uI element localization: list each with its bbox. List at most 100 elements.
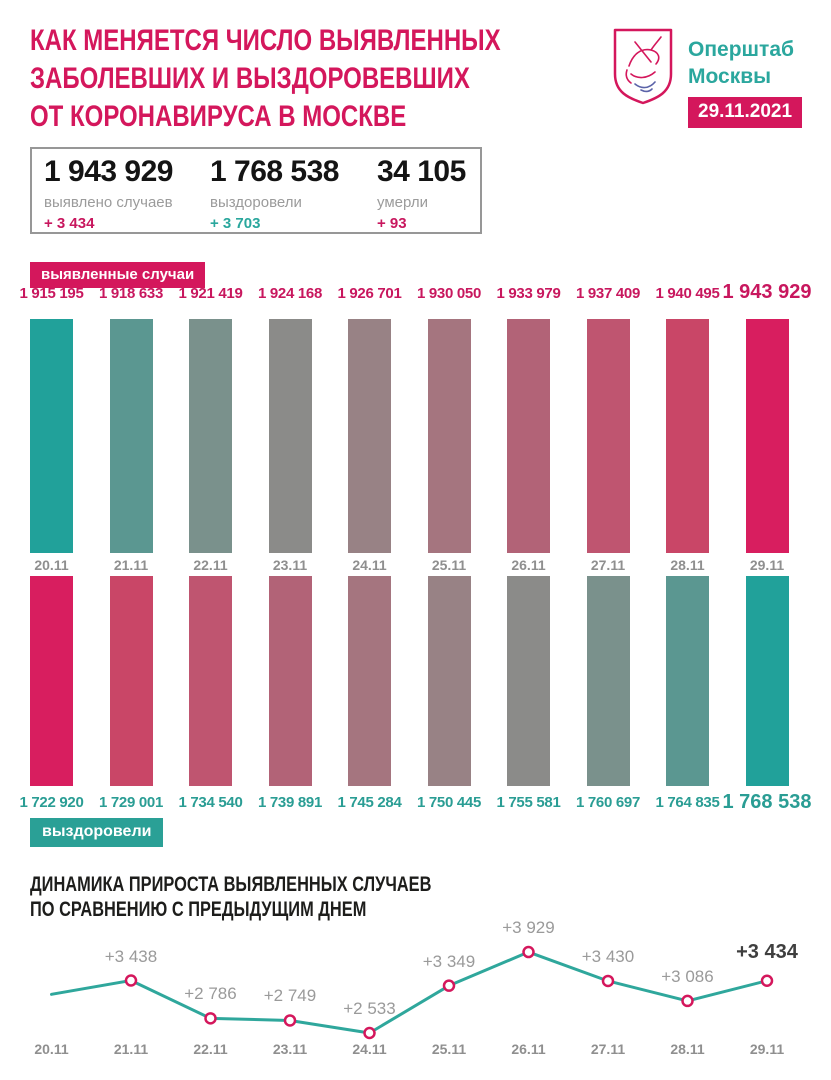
line-point-marker	[124, 974, 138, 987]
line-point-label: +3 434	[736, 940, 798, 963]
stat-card-recovered: 1 768 538 выздоровели + 3 703	[210, 155, 339, 232]
stat-label: выздоровели	[210, 194, 302, 211]
page-title-line: ЗАБОЛЕВШИХ И ВЫЗДОРОВЕВШИХ	[30, 62, 470, 95]
stat-card-deaths: 34 105 умерли + 93	[377, 155, 466, 232]
line-point-marker	[681, 994, 694, 1008]
bar-value-label: 1 921 419	[178, 285, 243, 302]
bar	[268, 576, 312, 786]
recovered-chart-badge: выздоровели	[30, 818, 164, 847]
line-point-label: +2 786	[184, 984, 237, 1004]
line-date-label: 25.11	[431, 1041, 467, 1057]
line-date-label: 27.11	[590, 1041, 626, 1057]
line-date-label: 24.11	[352, 1041, 387, 1057]
line-point-label: +2 749	[263, 986, 317, 1006]
date-label: 22.11	[193, 557, 228, 573]
bar-value-label: 1 729 001	[98, 794, 164, 811]
org-name-line: Москвы	[688, 65, 772, 88]
bar-value-label: 1 915 195	[19, 285, 84, 302]
moscow-coat-of-arms-icon	[613, 28, 673, 105]
bar-value-label: 1 722 920	[19, 794, 84, 811]
line-point-marker	[363, 1026, 376, 1040]
line-date-label: 20.11	[34, 1041, 69, 1057]
line-date-label: 28.11	[670, 1041, 705, 1057]
line-series	[50, 950, 769, 1035]
bar-value-label: 1 943 929	[722, 281, 812, 303]
bar-value-label: 1 739 891	[257, 794, 323, 811]
bar-value-label: 1 933 979	[496, 285, 561, 302]
bar	[586, 319, 630, 553]
bar	[745, 319, 789, 553]
line-point-label: +3 438	[104, 946, 158, 966]
line-point-marker	[760, 974, 774, 987]
bar	[507, 319, 550, 553]
bar-value-label: 1 760 697	[575, 794, 641, 811]
date-label: 27.11	[590, 557, 626, 573]
line-chart-title-line: ДИНАМИКА ПРИРОСТА ВЫЯВЛЕННЫХ СЛУЧАЕВ	[30, 873, 432, 896]
line-date-label: 26.11	[511, 1041, 546, 1057]
bar-value-label: 1 734 540	[178, 794, 243, 811]
line-point-marker	[442, 979, 456, 992]
date-label: 25.11	[431, 557, 467, 573]
bar	[666, 576, 709, 786]
stat-delta: + 93	[377, 215, 407, 232]
stat-delta: + 3 703	[210, 215, 261, 232]
line-date-label: 23.11	[272, 1041, 308, 1057]
bar	[189, 319, 232, 553]
bar-value-label: 1 940 495	[655, 285, 720, 302]
bar	[109, 576, 153, 786]
line-point-label: +2 533	[343, 999, 396, 1018]
bar	[109, 319, 153, 553]
bar	[348, 576, 391, 786]
line-date-label: 21.11	[113, 1041, 149, 1057]
date-label: 29.11	[749, 557, 785, 573]
bar	[745, 576, 789, 786]
date-label: 20.11	[34, 557, 69, 573]
line-point-marker	[204, 1012, 217, 1025]
stat-label: выявлено случаев	[44, 194, 173, 211]
date-label: 24.11	[352, 557, 387, 573]
bar	[30, 576, 73, 786]
bar	[666, 319, 709, 553]
date-label: 23.11	[272, 557, 308, 573]
page-title-line: КАК МЕНЯЕТСЯ ЧИСЛО ВЫЯВЛЕННЫХ	[30, 24, 501, 57]
stat-label: умерли	[377, 194, 428, 211]
line-point-label: +3 086	[661, 966, 714, 986]
date-label: 28.11	[670, 557, 705, 573]
line-date-label: 29.11	[749, 1041, 785, 1057]
date-label: 26.11	[511, 557, 546, 573]
org-name: Оперштаб Москвы	[688, 36, 794, 90]
line-chart-title: ДИНАМИКА ПРИРОСТА ВЫЯВЛЕННЫХ СЛУЧАЕВ ПО …	[30, 872, 514, 922]
stat-delta: + 3 434	[44, 215, 95, 232]
bar	[507, 576, 550, 786]
line-point-label: +3 430	[581, 946, 635, 966]
bar	[268, 319, 312, 553]
bar-value-label: 1 750 445	[416, 794, 482, 811]
bar-value-label: 1 745 284	[337, 794, 402, 811]
bar-value-label: 1 764 835	[655, 794, 720, 811]
cases-chart-badge: выявленные случаи	[30, 262, 206, 288]
stats-panel: 1 943 929 выявлено случаев + 3 434 1 768…	[30, 147, 482, 234]
bar	[427, 319, 471, 553]
line-point-marker	[522, 945, 535, 959]
bar-value-label: 1 768 538	[722, 791, 812, 813]
bar-value-label: 1 926 701	[337, 285, 402, 302]
org-name-line: Оперштаб	[688, 38, 794, 61]
stat-card-cases: 1 943 929 выявлено случаев + 3 434	[44, 155, 173, 232]
line-point-marker	[283, 1014, 297, 1027]
bar	[189, 576, 232, 786]
line-chart-svg	[50, 945, 774, 1040]
line-chart-title-line: ПО СРАВНЕНИЮ С ПРЕДЫДУЩИМ ДНЕМ	[30, 898, 367, 921]
bar	[427, 576, 471, 786]
bar	[348, 319, 391, 553]
bar	[586, 576, 630, 786]
page-title-line: ОТ КОРОНАВИРУСА В МОСКВЕ	[30, 100, 407, 133]
bar	[30, 319, 73, 553]
date-badge: 29.11.2021	[688, 97, 803, 128]
bar-value-label: 1 918 633	[98, 285, 164, 302]
date-label: 21.11	[113, 557, 149, 573]
bar-value-label: 1 930 050	[416, 285, 482, 302]
bar-value-label: 1 755 581	[496, 794, 561, 811]
stat-value: 1 943 929	[44, 155, 173, 188]
line-point-marker	[601, 974, 615, 988]
line-date-label: 22.11	[193, 1041, 228, 1057]
